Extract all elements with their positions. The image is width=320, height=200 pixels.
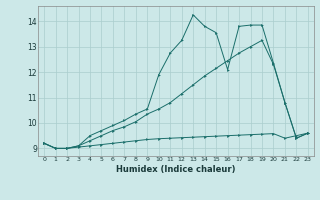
X-axis label: Humidex (Indice chaleur): Humidex (Indice chaleur) <box>116 165 236 174</box>
